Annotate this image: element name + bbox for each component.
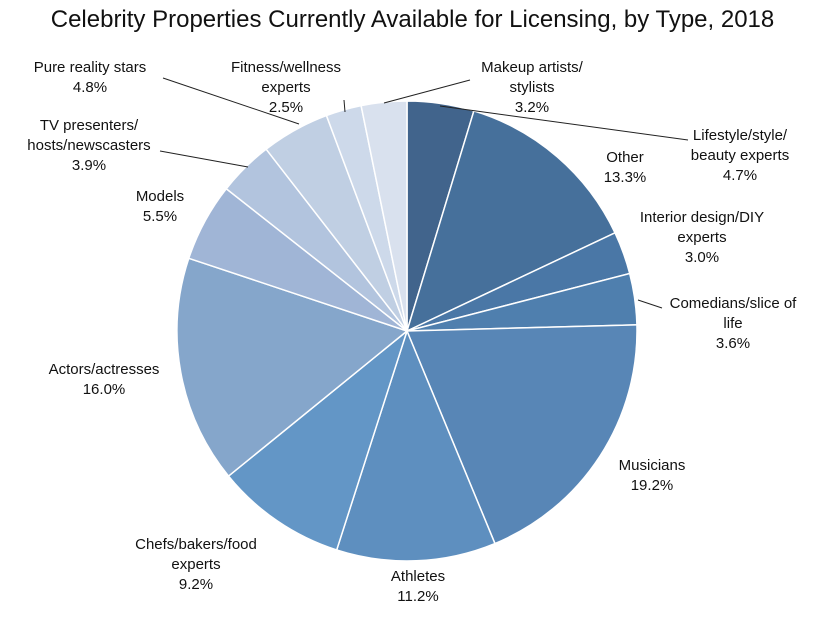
slice-label: Athletes 11.2% xyxy=(391,568,445,605)
slice-label: Comedians/slice of life 3.6% xyxy=(670,295,798,352)
leader-line xyxy=(162,77,300,125)
chart-title: Celebrity Properties Currently Available… xyxy=(50,6,775,33)
pie-slice xyxy=(335,328,496,562)
slice-label: Makeup artists/stylists 3.2% xyxy=(481,59,584,116)
pie-slice xyxy=(405,110,616,333)
slice-label: Fitness/wellness experts 2.5% xyxy=(231,59,341,116)
pie-slice xyxy=(405,324,638,545)
slice-label: Models 5.5% xyxy=(136,188,184,225)
pie-slice xyxy=(360,100,408,332)
pie-slice xyxy=(176,257,409,478)
slice-label: Pure reality stars 4.8% xyxy=(34,59,147,96)
slice-label: Actors/actresses 16.0% xyxy=(49,361,160,398)
slice-label: Interior design/DIY experts 3.0% xyxy=(640,209,764,266)
slice-label: Musicians 19.2% xyxy=(619,457,686,494)
leader-line xyxy=(159,150,249,168)
leader-line xyxy=(439,105,689,141)
slice-label: Chefs/bakers/food experts 9.2% xyxy=(135,536,257,593)
slice-label: TV presenters/hosts/newscasters 3.9% xyxy=(27,117,150,174)
slice-label: Lifestyle/style/beauty experts 4.7% xyxy=(691,127,789,184)
leader-line xyxy=(637,299,663,309)
leader-line xyxy=(343,99,346,113)
leader-line xyxy=(383,79,471,104)
slice-label: Other 13.3% xyxy=(604,149,647,186)
pie-slice xyxy=(227,328,409,551)
